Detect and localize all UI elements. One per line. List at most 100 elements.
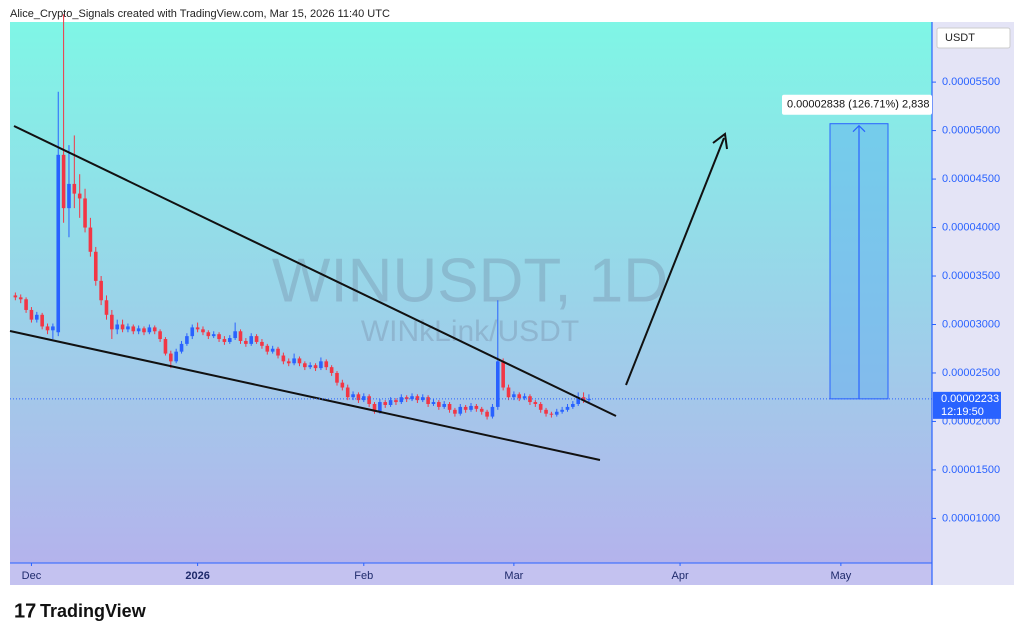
candle-body (367, 396, 371, 404)
candle-body (45, 326, 50, 331)
candle-body (319, 361, 323, 369)
currency-box (936, 27, 1011, 49)
candle-body (13, 295, 18, 298)
candle-body (93, 251, 98, 281)
candle-body (474, 405, 479, 409)
candle-body (496, 361, 500, 407)
candle-body (388, 400, 393, 405)
measure-label-box (782, 94, 932, 115)
x-tick-label: Mar (504, 570, 523, 582)
y-tick-label: 0.00001000 (942, 512, 1000, 524)
y-tick-label: 0.00003000 (942, 318, 1000, 330)
candle-body (281, 355, 286, 362)
candle-body (201, 329, 205, 333)
candle-body (211, 334, 216, 337)
candle-body (554, 411, 559, 415)
candle-body (270, 348, 275, 352)
y-tick-label: 0.00003500 (942, 270, 1000, 282)
candle-body (383, 402, 388, 405)
candle-body (286, 361, 291, 364)
lower-trendline (9, 330, 601, 461)
y-tick-label: 0.00004000 (942, 221, 1000, 233)
candle-body (431, 402, 436, 404)
candle-body (72, 183, 77, 194)
candle-body (265, 345, 270, 352)
candle-body (538, 403, 543, 410)
candle-body (142, 328, 146, 333)
candle-body (479, 408, 484, 412)
candle-body (399, 397, 404, 403)
currency: USDT (945, 32, 975, 44)
candle-body (469, 405, 473, 410)
candle-body (18, 297, 23, 300)
candle-body (437, 402, 441, 407)
candle-body (463, 406, 468, 410)
candle-body (458, 406, 463, 414)
candle-body (217, 334, 221, 340)
x-tick-label: 2026 (185, 570, 209, 582)
header: Alice_Crypto_Signals created with Tradin… (10, 8, 390, 20)
candle-body (110, 314, 114, 330)
candle-body (571, 403, 575, 407)
candle-body (227, 338, 232, 342)
candle-body (56, 154, 61, 333)
candle-body (587, 398, 591, 401)
candle-body (533, 402, 538, 404)
candle-body (410, 396, 414, 400)
candle-body (190, 327, 195, 337)
candle-body (169, 353, 173, 362)
candle-body (147, 327, 152, 333)
price-axis-background (932, 22, 1014, 585)
candle-body (345, 387, 350, 398)
candle-body (512, 394, 516, 398)
candle-body (222, 339, 227, 342)
candle-body (356, 394, 361, 401)
y-tick-label: 0.00005500 (942, 76, 1000, 88)
candle-body (415, 396, 420, 401)
candle-body (490, 406, 495, 417)
x-tick-label: Feb (354, 570, 373, 582)
x-tick-label: Dec (22, 570, 42, 582)
y-tick-label: 0.00001500 (942, 464, 1000, 476)
candle-body (522, 396, 527, 399)
candle-body (238, 331, 243, 341)
candle-body (442, 403, 446, 407)
candle-body (394, 400, 398, 403)
candle-body (329, 367, 334, 373)
candle-body (501, 361, 505, 388)
candle-body (254, 336, 259, 342)
candle-body (303, 363, 307, 368)
candle-body (506, 387, 511, 398)
measure-label: 0.00002838 (126.71%) 2,838 (787, 99, 930, 111)
time-axis-background (10, 563, 932, 585)
candle-body (136, 328, 141, 332)
axes: 0.00005500 0.00005000 0.00004500 0.00004000… (22, 76, 1000, 582)
candle-body (126, 326, 130, 330)
candle-body (206, 332, 211, 337)
candle-body (576, 397, 581, 404)
candle-body (544, 409, 548, 414)
candle-body (163, 339, 168, 354)
candle-body (67, 183, 71, 209)
candle-body (560, 409, 564, 412)
candle-body (292, 358, 296, 364)
candle-body (51, 326, 55, 331)
candle-body (24, 299, 28, 310)
candle-body (29, 309, 34, 320)
candle-body (420, 397, 425, 401)
measure-tool: 0.00002838 (126.71%) 2,838 (782, 94, 932, 400)
candle-body (340, 382, 345, 388)
projection-arrowhead (712, 132, 728, 150)
candle-body (404, 397, 409, 400)
candle-body (447, 403, 452, 410)
candle-body (158, 331, 162, 340)
y-tick-label: 0.00004500 (942, 173, 1000, 185)
candle-body (99, 280, 103, 301)
candle-body (297, 358, 302, 364)
candle-body (179, 343, 184, 352)
candle-body (174, 351, 178, 362)
candle-body (351, 394, 355, 398)
candle-body (565, 406, 570, 410)
